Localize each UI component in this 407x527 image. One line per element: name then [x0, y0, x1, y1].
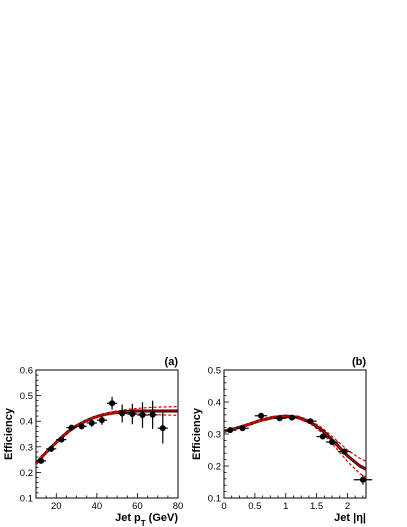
data-point: [76, 423, 87, 430]
point-marker: [109, 400, 116, 407]
data-point: [86, 419, 97, 427]
panel-b-ticks: 0 0.5 1 1.5 2 0.1 0.2 0.3 0.4 0.5: [208, 366, 364, 512]
data-point: [56, 436, 67, 443]
y-tick-label: 0.6: [20, 366, 33, 377]
point-marker: [139, 412, 146, 419]
data-point: [353, 474, 373, 485]
x-tick-label: 80: [173, 501, 184, 512]
y-tick-label: 0.2: [20, 468, 33, 479]
data-point: [325, 438, 339, 446]
point-marker: [239, 425, 246, 432]
y-tick-label: 0.4: [208, 398, 221, 409]
data-point: [316, 433, 329, 440]
y-tick-label: 0.1: [208, 494, 221, 505]
panel-b-frame: [223, 369, 367, 499]
panel-a-ticks: 20 40 60 80 0.1 0.2 0.3 0.4 0.5 0.6: [20, 366, 184, 513]
point-marker: [329, 439, 336, 445]
panel-b-data-points: [224, 412, 373, 485]
fit-curve-central-red: [35, 410, 178, 464]
point-marker: [58, 436, 65, 443]
fit-curve-fit-lower: [35, 412, 179, 466]
fit-curve-fit-upper: [223, 414, 367, 462]
panel-b-y-axis-label: Efficiency: [191, 407, 203, 460]
x-label-main: Jet p: [115, 512, 141, 524]
x-label-unit: (GeV): [149, 512, 179, 524]
fit-curve-central-red: [223, 415, 367, 470]
point-marker: [149, 411, 156, 418]
data-point: [157, 412, 168, 444]
y-tick-label: 0.3: [20, 442, 33, 453]
panel-b-eta: 0 0.5 1 1.5 20.10.20.30.40.5 (b) Efficiency …: [191, 356, 373, 524]
point-marker: [38, 457, 45, 464]
y-tick-label: 0.2: [208, 462, 221, 473]
data-point: [46, 445, 57, 452]
data-point: [117, 404, 128, 423]
y-tick-label: 0.5: [208, 366, 221, 377]
data-point: [285, 414, 299, 421]
data-point: [338, 448, 351, 455]
point-marker: [78, 423, 85, 430]
x-tick-label: 1: [283, 501, 288, 512]
point-marker: [48, 445, 55, 452]
x-tick-label: 2: [345, 501, 350, 512]
panel-a-pt: 20 40 60 80 0.1 0.2 0.3 0.4 0.5 0.6 (a) Efficienc…: [3, 356, 183, 527]
panel-a-x-axis-label: Jet pT (GeV): [115, 512, 178, 527]
panel-b-x-axis-label: Jet |η|: [334, 512, 366, 524]
data-point: [127, 403, 138, 425]
data-point: [137, 402, 148, 428]
point-marker: [119, 410, 126, 417]
point-marker: [359, 476, 366, 483]
point-marker: [258, 412, 265, 419]
y-tick-label: 0.4: [20, 417, 33, 428]
point-marker: [307, 418, 314, 425]
data-point: [96, 415, 107, 425]
point-marker: [227, 427, 234, 434]
point-marker: [88, 419, 95, 426]
x-tick-label: 1.5: [310, 501, 323, 512]
data-point: [236, 425, 249, 432]
data-point: [147, 400, 158, 429]
x-label-sub: T: [141, 519, 146, 527]
point-marker: [288, 414, 295, 421]
point-marker: [98, 417, 105, 424]
panel-a-y-axis-label: Efficiency: [3, 407, 15, 460]
panel-a-data-points: [36, 396, 168, 464]
y-tick-label: 0.1: [20, 494, 33, 505]
data-point: [66, 424, 77, 431]
y-tick-label: 0.3: [208, 430, 221, 441]
panel-b-label: (b): [352, 356, 366, 368]
point-marker: [341, 448, 348, 455]
x-tick-label: 60: [132, 501, 143, 512]
x-tick-label: 0.5: [248, 501, 261, 512]
point-marker: [319, 433, 326, 440]
x-tick-label: 20: [51, 501, 62, 512]
point-marker: [276, 415, 283, 422]
panel-b-fit-curves: [223, 414, 367, 478]
x-tick-label: 40: [92, 501, 103, 512]
point-marker: [159, 425, 166, 432]
point-marker: [129, 411, 136, 418]
data-point: [304, 418, 317, 425]
data-point: [36, 457, 47, 464]
data-point: [254, 412, 268, 419]
panel-a-frame: [35, 369, 179, 499]
point-marker: [68, 424, 75, 431]
fit-curve-fit: [34, 409, 178, 465]
fit-curve-fit-lower: [223, 416, 367, 478]
panel-a-label: (a): [165, 356, 179, 368]
data-point: [224, 427, 237, 434]
x-tick-label: 0: [221, 501, 226, 512]
data-point: [107, 396, 118, 410]
y-tick-label: 0.5: [20, 391, 33, 402]
data-point: [273, 415, 286, 422]
